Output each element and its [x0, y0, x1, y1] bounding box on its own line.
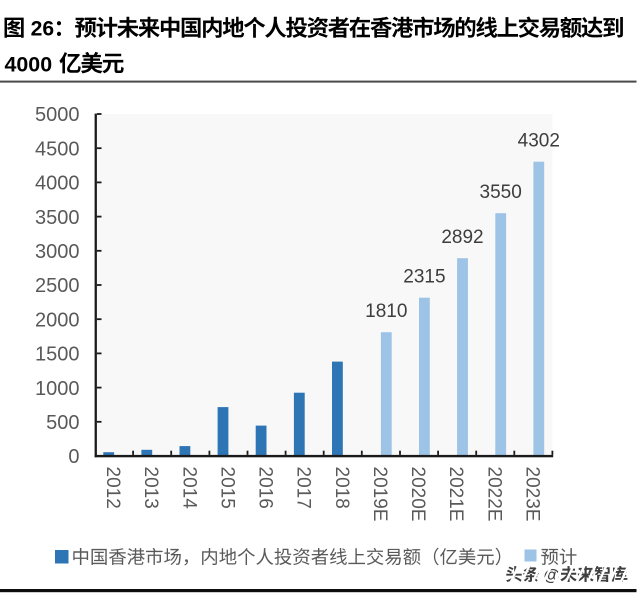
svg-text:1000: 1000 — [35, 378, 80, 400]
svg-text:2016: 2016 — [255, 467, 276, 509]
svg-text:3550: 3550 — [480, 182, 522, 203]
svg-text:4302: 4302 — [518, 131, 560, 152]
svg-text:2015: 2015 — [216, 467, 237, 509]
svg-text:500: 500 — [46, 412, 79, 434]
svg-text:2013: 2013 — [140, 467, 161, 509]
svg-text:2500: 2500 — [35, 275, 80, 297]
svg-text:2012: 2012 — [102, 467, 123, 509]
svg-text:2000: 2000 — [35, 309, 80, 331]
svg-text:2014: 2014 — [178, 467, 199, 510]
svg-text:26: 26 — [31, 18, 54, 41]
svg-text:1500: 1500 — [35, 344, 80, 366]
svg-text:2019E: 2019E — [369, 467, 390, 522]
svg-text:2017: 2017 — [293, 467, 314, 509]
svg-text:4500: 4500 — [35, 138, 80, 160]
svg-text:0: 0 — [68, 446, 79, 468]
svg-text:2020E: 2020E — [407, 467, 428, 522]
svg-text:2023E: 2023E — [521, 467, 542, 522]
svg-text:2021E: 2021E — [445, 467, 466, 522]
svg-text:3500: 3500 — [35, 207, 80, 229]
svg-text:4000: 4000 — [5, 53, 53, 77]
svg-text:5000: 5000 — [35, 104, 80, 126]
svg-text:4000: 4000 — [35, 173, 80, 195]
svg-text:2022E: 2022E — [483, 467, 504, 522]
svg-text:3000: 3000 — [35, 241, 80, 263]
svg-text:2892: 2892 — [441, 227, 483, 248]
svg-text:2315: 2315 — [403, 267, 445, 288]
svg-text:2018: 2018 — [331, 467, 352, 509]
svg-text:1810: 1810 — [365, 301, 407, 322]
